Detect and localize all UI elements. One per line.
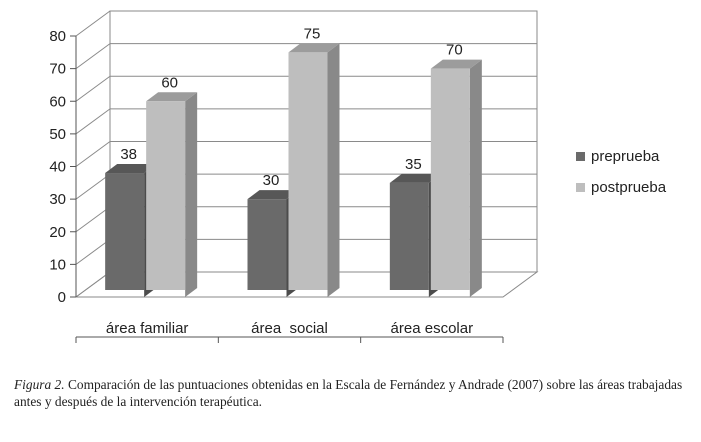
bar-side <box>327 43 340 297</box>
y-tick-label: 10 <box>49 256 66 273</box>
data-label: 60 <box>161 74 178 91</box>
bar-postprueba-1 <box>288 52 328 290</box>
x-tick-label: área familiar <box>106 320 189 337</box>
gridline-depth <box>75 141 111 167</box>
data-label: 30 <box>263 172 280 189</box>
bar-side <box>185 92 198 297</box>
bar-postprueba-0 <box>146 101 186 290</box>
bar-chart: 0 10 20 30 40 50 60 70 80 área familiar área socia… <box>49 10 667 343</box>
bar-preprueba-0 <box>105 173 145 290</box>
data-label: 38 <box>120 146 137 163</box>
legend-label: preprueba <box>591 148 660 165</box>
gridline-depth <box>75 206 111 233</box>
caption-text: Comparación de las puntuaciones obtenida… <box>14 377 683 409</box>
y-tick-label: 30 <box>49 191 66 208</box>
bar-top <box>288 43 340 53</box>
y-tick-label: 20 <box>49 224 66 241</box>
bar-top <box>430 59 482 69</box>
y-tick-label: 70 <box>49 61 66 78</box>
y-tick-label: 80 <box>49 28 66 45</box>
gridline-depth <box>75 75 111 102</box>
y-tick-label: 40 <box>49 159 66 176</box>
gridline-depth <box>75 10 111 37</box>
bar-preprueba-1 <box>247 199 287 290</box>
data-label: 70 <box>446 42 463 59</box>
x-tick-label: área escolar <box>391 320 474 337</box>
gridline-depth <box>75 173 111 200</box>
gridline-depth <box>75 238 111 265</box>
legend-swatch-postprueba <box>576 183 585 192</box>
data-label: 35 <box>405 156 422 173</box>
caption-lead: Figura 2. <box>14 377 65 392</box>
x-tick-label: área social <box>251 320 328 337</box>
data-label: 75 <box>304 25 321 42</box>
bar-side <box>469 59 482 297</box>
bar-top <box>146 92 198 102</box>
gridline-depth <box>75 271 111 298</box>
y-tick-label: 50 <box>49 126 66 143</box>
bar-top <box>105 164 157 174</box>
bar-top <box>389 173 441 183</box>
bar-postprueba-2 <box>430 68 470 290</box>
y-tick-label: 60 <box>49 93 66 110</box>
y-tick-label: 0 <box>58 289 66 306</box>
bar-preprueba-2 <box>389 182 429 290</box>
legend-label: postprueba <box>591 179 667 196</box>
figure-caption: Figura 2. Comparación de las puntuacione… <box>14 376 694 410</box>
legend-swatch-preprueba <box>576 152 585 161</box>
gridline-depth <box>75 43 111 70</box>
bar-top <box>247 190 299 200</box>
gridline-depth <box>75 108 111 135</box>
